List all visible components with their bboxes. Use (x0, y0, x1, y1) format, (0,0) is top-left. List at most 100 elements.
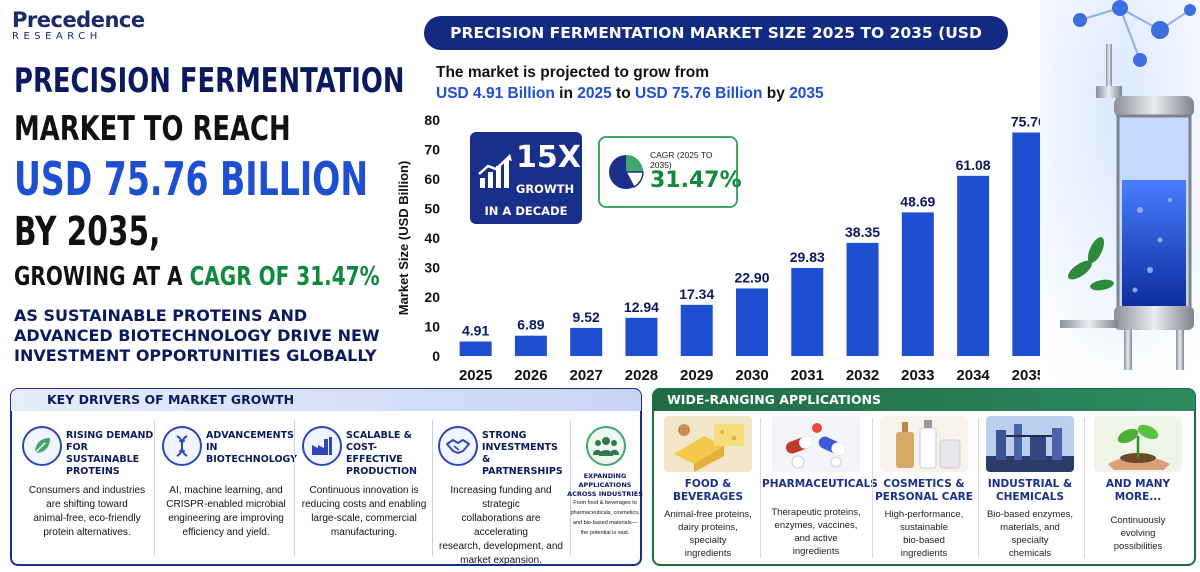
bar-chart: Market Size (USD Billion)010203040506070… (396, 112, 1046, 384)
driver-desc-1: From food & beverages to (573, 500, 637, 506)
driver-desc-2: CRISPR-enabled microbial (166, 499, 286, 510)
driver-description: Consumers and industries are shifting tow… (18, 484, 156, 540)
driver-heading: RISING DEMAND FOR SUSTAINABLE PROTEINS (66, 430, 156, 478)
application-desc-3: possibilities (1113, 541, 1163, 552)
headline-line-2: MARKET TO REACH (14, 109, 291, 149)
application-desc-4: ingredients (684, 548, 732, 559)
application-desc-1: Animal-free proteins, (664, 509, 752, 520)
pie-chart-icon (609, 155, 644, 189)
projection-start-year: 2025 (577, 85, 612, 102)
driver-item: STRONG INVESTMENTS & PARTNERSHIPS Increas… (434, 426, 568, 566)
bar (1012, 132, 1045, 356)
driver-heading-1: ADVANCEMENTS IN (206, 430, 294, 453)
leaf-icon (22, 426, 62, 466)
people-icon (586, 426, 626, 466)
driver-heading: ADVANCEMENTS IN BIOTECHNOLOGY (206, 430, 297, 466)
divider (154, 420, 155, 556)
headline-line-3: USD 75.76 BILLION (14, 152, 369, 206)
x-tick-label: 2028 (625, 367, 658, 384)
application-desc-1: Continuously (1110, 515, 1166, 526)
application-heading: INDUSTRIAL & CHEMICALS (980, 478, 1080, 504)
headline-subtitle: AS SUSTAINABLE PROTEINS AND ADVANCED BIO… (14, 306, 380, 365)
divider (294, 420, 295, 556)
cagr-stat-box: CAGR (2025 TO 2035) 31.47% (598, 136, 742, 208)
cheese-image (664, 416, 752, 472)
x-tick-label: 2031 (791, 367, 824, 384)
driver-desc-3: animal-free, eco-friendly (33, 513, 141, 524)
y-tick-label: 10 (424, 319, 440, 335)
data-label: 6.89 (517, 317, 544, 333)
cosmetics-image (880, 416, 968, 472)
driver-desc-1: AI, machine learning, and (169, 485, 283, 496)
application-heading-1: COSMETICS & (883, 478, 965, 490)
projection-start-value: USD 4.91 Billion (436, 85, 555, 102)
y-tick-label: 50 (424, 201, 440, 217)
pills-image (772, 416, 860, 472)
y-tick-label: 70 (424, 142, 440, 158)
cagr-value: 31.47% (650, 168, 742, 193)
projection-text: The market is projected to grow from USD… (436, 62, 824, 104)
handshake-icon (438, 426, 478, 466)
brand-tagline: RESEARCH (12, 31, 102, 42)
driver-item: ADVANCEMENTS IN BIOTECHNOLOGY AI, machine… (158, 426, 297, 562)
projection-to: to (611, 85, 635, 102)
application-heading: AND MANY MORE... (1088, 478, 1188, 504)
projection-end-year: 2035 (789, 85, 824, 102)
driver-item: RISING DEMAND FOR SUSTAINABLE PROTEINS Con… (18, 426, 156, 562)
driver-desc-2: reducing costs and enabling (301, 499, 427, 510)
y-tick-label: 40 (424, 230, 440, 246)
bar (846, 242, 879, 356)
application-heading-1: AND MANY (1105, 478, 1171, 490)
y-tick-label: 60 (424, 171, 440, 187)
x-tick-label: 2034 (956, 367, 990, 384)
driver-heading-1: EXPANDING APPLICATIONS (578, 472, 632, 489)
application-desc-3: bio-based (903, 535, 945, 546)
driver-heading-2: EFFECTIVE PRODUCTION (346, 454, 417, 477)
data-label: 48.69 (900, 193, 935, 209)
driver-heading-2: & PARTNERSHIPS (482, 454, 563, 477)
driver-heading: SCALABLE & COST- EFFECTIVE PRODUCTION (346, 430, 430, 478)
data-label: 17.34 (679, 286, 714, 302)
divider (1084, 418, 1085, 558)
applications-panel: WIDE-RANGING APPLICATIONS FOOD & BEVERAGE… (652, 388, 1196, 566)
industrial-plant-image (986, 416, 1074, 472)
driver-description: AI, machine learning, and CRISPR-enabled … (158, 484, 294, 540)
application-description: Therapeutic proteins, enzymes, vaccines, a… (762, 506, 870, 558)
bar (736, 288, 768, 356)
data-label: 29.83 (790, 249, 825, 265)
driver-description: From food & beverages to pharmaceuticals,… (566, 498, 644, 538)
application-desc-2: materials, and (1000, 522, 1060, 533)
data-label: 22.90 (734, 269, 769, 285)
data-label: 75.76 (1011, 114, 1046, 130)
projection-end-value: USD 75.76 Billion (635, 85, 763, 102)
bioreactor-illustration (1040, 0, 1200, 384)
projection-line-2: USD 4.91 Billion in 2025 to USD 75.76 Bi… (436, 83, 824, 104)
application-desc-2: enzymes, vaccines, (774, 520, 858, 531)
driver-heading-1: STRONG INVESTMENTS (482, 430, 558, 453)
driver-desc-2: pharmaceuticals, cosmetics, (570, 510, 640, 516)
application-desc-2: evolving (1120, 528, 1156, 539)
growth-multiple: 15X (516, 140, 581, 175)
driver-heading-2: ACROSS INDUSTRIES (567, 490, 643, 498)
application-heading-1: INDUSTRIAL & (987, 478, 1073, 490)
application-heading: FOOD & BEVERAGES (658, 478, 758, 504)
driver-heading-2: BIOTECHNOLOGY (206, 454, 298, 465)
driver-desc-2: collaborations are accelerating (461, 513, 541, 538)
growth-stat-box: 15X GROWTH IN A DECADE (470, 132, 582, 224)
x-tick-label: 2026 (514, 367, 547, 384)
driver-desc-2: are shifting toward (46, 499, 128, 510)
driver-heading: STRONG INVESTMENTS & PARTNERSHIPS (482, 430, 568, 478)
headline-cagr-highlight: CAGR OF 31.47% (189, 262, 380, 292)
driver-desc-1: Continuous innovation is (309, 485, 419, 496)
driver-desc-1: Consumers and industries (28, 485, 146, 496)
bar (791, 268, 824, 356)
brand-logo: Precedence RESEARCH (12, 8, 145, 50)
driver-heading-2: SUSTAINABLE (66, 454, 140, 465)
data-label: 4.91 (462, 323, 489, 339)
bar (901, 212, 934, 356)
y-tick-label: 80 (424, 112, 440, 128)
dna-icon (162, 426, 202, 466)
driver-heading: EXPANDING APPLICATIONS ACROSS INDUSTRIES (566, 472, 644, 499)
application-desc-3: and active (794, 533, 838, 544)
application-desc-3: specialty (689, 535, 727, 546)
